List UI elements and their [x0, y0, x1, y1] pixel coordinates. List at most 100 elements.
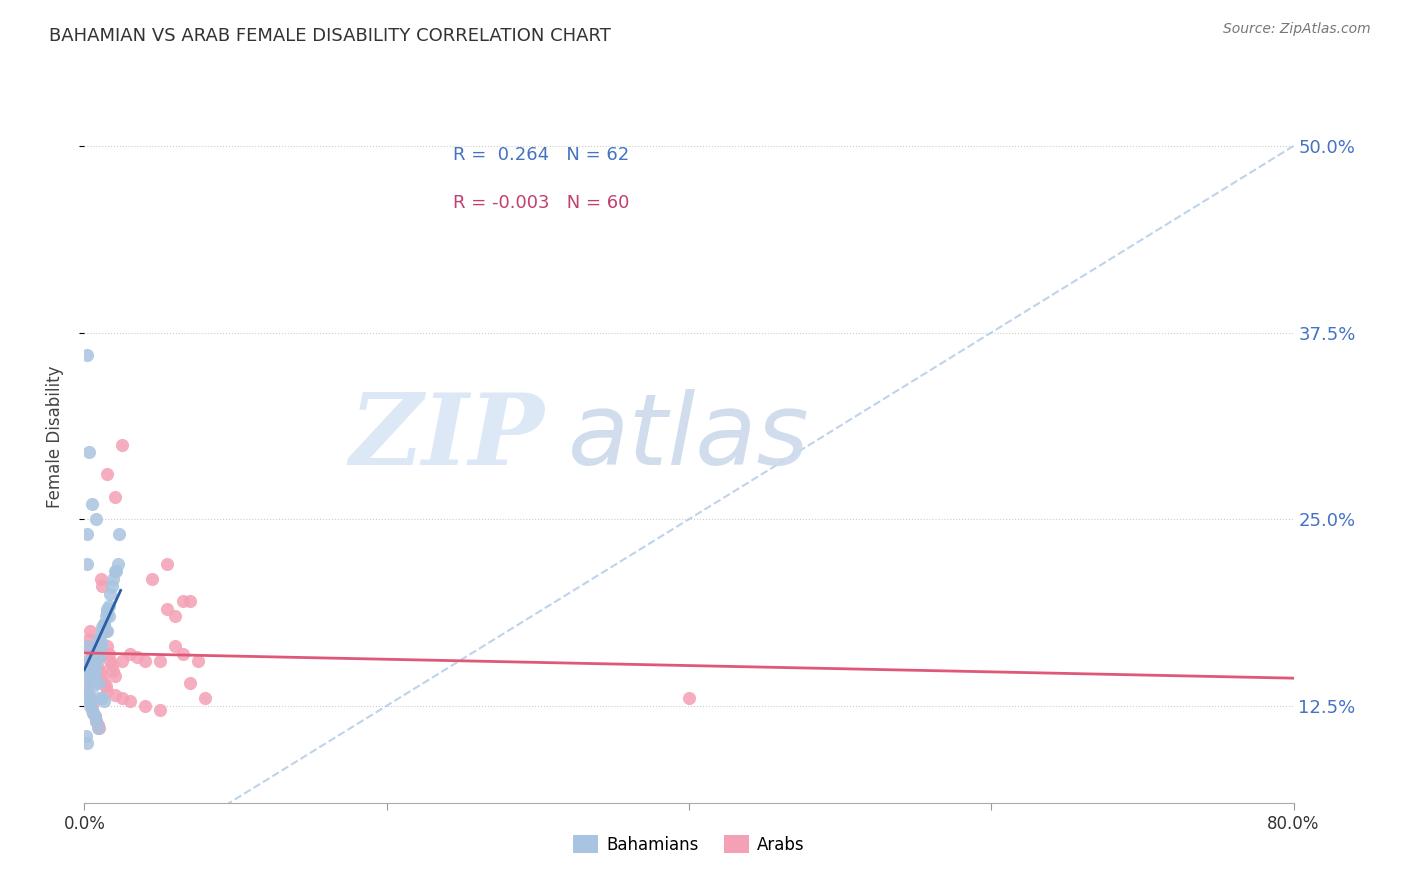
Point: [86, 647, 108, 661]
Point: [82, 706, 104, 721]
Point: [111, 654, 134, 668]
Point: [100, 658, 122, 673]
Point: [90, 572, 112, 586]
Point: [79, 698, 101, 713]
Point: [678, 691, 700, 706]
Point: [75, 669, 97, 683]
Point: [93, 694, 115, 708]
Point: [97, 599, 120, 613]
Point: [134, 698, 156, 713]
Point: [96, 624, 118, 639]
Point: [165, 639, 187, 653]
Point: [86, 714, 108, 728]
Point: [77, 445, 100, 459]
Point: [179, 676, 201, 690]
Point: [77, 639, 100, 653]
Point: [104, 565, 127, 579]
Point: [94, 679, 117, 693]
Point: [89, 632, 111, 646]
Point: [111, 691, 134, 706]
Point: [80, 698, 103, 713]
Point: [79, 694, 101, 708]
Point: [86, 714, 108, 728]
Point: [118, 694, 141, 708]
Point: [76, 689, 98, 703]
Point: [91, 579, 114, 593]
Point: [96, 639, 118, 653]
Point: [98, 587, 121, 601]
Point: [76, 348, 98, 362]
Point: [91, 624, 114, 639]
Point: [82, 669, 104, 683]
Point: [93, 676, 115, 690]
Point: [83, 661, 105, 675]
Point: [87, 639, 110, 653]
Point: [96, 467, 118, 482]
Point: [187, 654, 209, 668]
Point: [79, 624, 101, 639]
Point: [82, 647, 104, 661]
Point: [104, 689, 127, 703]
Point: [77, 689, 100, 703]
Point: [82, 658, 104, 673]
Point: [118, 647, 141, 661]
Point: [77, 691, 100, 706]
Point: [149, 654, 172, 668]
Legend: Bahamians, Arabs: Bahamians, Arabs: [567, 829, 811, 860]
Point: [80, 647, 103, 661]
Point: [75, 729, 97, 743]
Point: [100, 579, 122, 593]
Text: ZIP: ZIP: [349, 389, 544, 485]
Point: [156, 601, 179, 615]
Point: [84, 665, 107, 679]
Point: [101, 572, 124, 586]
Point: [90, 665, 112, 679]
Point: [96, 605, 118, 619]
Point: [141, 572, 163, 586]
Point: [84, 709, 107, 723]
Y-axis label: Female Disability: Female Disability: [45, 366, 63, 508]
Point: [93, 616, 115, 631]
Point: [179, 594, 201, 608]
Point: [87, 647, 110, 661]
Point: [87, 721, 110, 735]
Point: [84, 709, 107, 723]
Text: Source: ZipAtlas.com: Source: ZipAtlas.com: [1223, 22, 1371, 37]
Point: [86, 512, 108, 526]
Point: [77, 654, 100, 668]
Point: [111, 437, 134, 451]
Point: [80, 497, 103, 511]
Point: [90, 639, 112, 653]
Point: [91, 691, 114, 706]
Point: [101, 665, 124, 679]
Point: [79, 694, 101, 708]
Point: [84, 654, 107, 668]
Point: [127, 649, 149, 664]
Point: [105, 565, 128, 579]
Point: [79, 654, 101, 668]
Point: [96, 601, 118, 615]
Point: [156, 557, 179, 571]
Point: [89, 676, 111, 690]
Point: [89, 721, 111, 735]
Point: [89, 643, 111, 657]
Text: R =  0.264   N = 62: R = 0.264 N = 62: [453, 146, 630, 164]
Point: [98, 654, 121, 668]
Point: [76, 639, 98, 653]
Point: [96, 683, 118, 698]
Point: [107, 557, 129, 571]
Point: [172, 594, 194, 608]
Point: [86, 654, 108, 668]
Point: [104, 669, 127, 683]
Text: R = -0.003   N = 60: R = -0.003 N = 60: [453, 194, 630, 212]
Point: [79, 669, 101, 683]
Point: [87, 661, 110, 675]
Point: [93, 616, 115, 631]
Point: [75, 654, 97, 668]
Point: [86, 658, 108, 673]
Point: [89, 649, 111, 664]
Point: [94, 609, 117, 624]
Text: atlas: atlas: [568, 389, 810, 485]
Point: [84, 654, 107, 668]
Point: [82, 679, 104, 693]
